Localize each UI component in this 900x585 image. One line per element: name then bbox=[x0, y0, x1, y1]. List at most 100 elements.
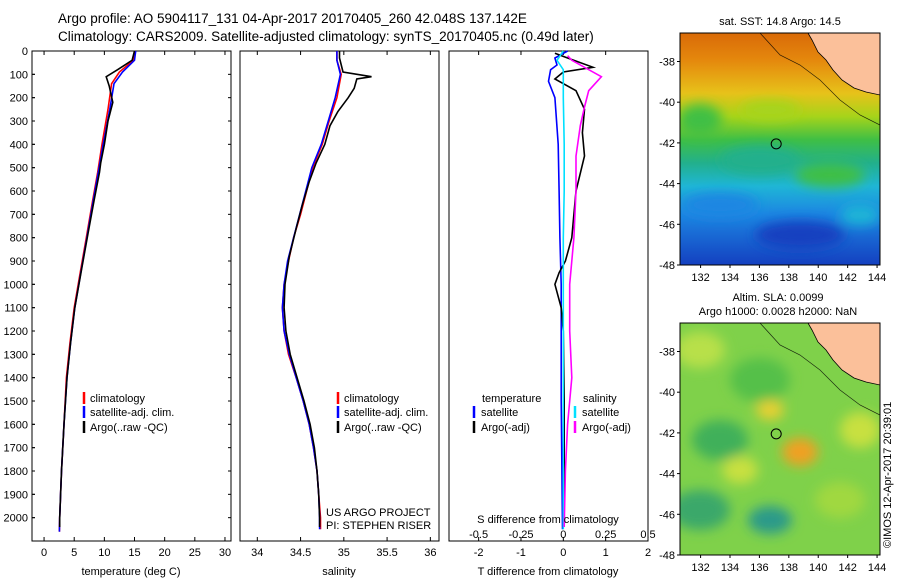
longitude-tick-label: 134 bbox=[721, 272, 739, 284]
depth-tick-label: 1600 bbox=[4, 419, 28, 431]
legend-label-argo: Argo(..raw -QC) bbox=[344, 422, 422, 434]
depth-tick-label: 1400 bbox=[4, 373, 28, 385]
latitude-tick-label: -46 bbox=[659, 509, 675, 521]
temperature-lines bbox=[58, 50, 137, 532]
sst-map-image bbox=[680, 33, 880, 265]
difference-axes-frame bbox=[448, 50, 649, 542]
difference-legend: temperature satellite Argo(-adj) salinit… bbox=[472, 393, 631, 434]
longitude-tick-label: 132 bbox=[691, 272, 709, 284]
latitude-tick-label: -40 bbox=[659, 97, 675, 109]
argo-position-marker bbox=[770, 428, 782, 440]
depth-tick-label: 400 bbox=[10, 139, 28, 151]
s-difference-x-label: S difference from climatology bbox=[477, 514, 619, 526]
sst-map-panel: sat. SST: 14.8 Argo: 14.5 132 134 136 138 14… bbox=[659, 16, 886, 284]
salinity-lines bbox=[281, 51, 372, 530]
longitude-tick-label: 144 bbox=[868, 562, 886, 574]
depth-tick-label: 700 bbox=[10, 209, 28, 221]
legend-title-salinity: salinity bbox=[583, 393, 617, 405]
sla-map-ticks: 132 134 136 138 140 142 144 -48 -46 -44 -42 -40 -38 bbox=[659, 346, 886, 574]
depth-tick-label: 1000 bbox=[4, 279, 28, 291]
figure-title-line1: Argo profile: AO 5904117_131 04-Apr-2017… bbox=[58, 11, 527, 26]
latitude-tick-label: -38 bbox=[659, 56, 675, 68]
depth-tick-label: 100 bbox=[10, 69, 28, 81]
sla-map-panel: Altim. SLA: 0.0099 Argo h1000: 0.0028 h2… bbox=[659, 292, 886, 574]
latitude-tick-label: -48 bbox=[659, 260, 675, 272]
imos-timestamp: ©IMOS 12-Apr-2017 20:39:01 bbox=[882, 402, 894, 548]
depth-tick-label: 500 bbox=[10, 163, 28, 175]
sst-map-title: sat. SST: 14.8 Argo: 14.5 bbox=[719, 16, 841, 28]
temperature-legend: climatology satellite-adj. clim. Argo(..… bbox=[82, 392, 174, 434]
longitude-tick-label: 136 bbox=[750, 562, 768, 574]
difference-lines bbox=[547, 50, 603, 530]
top-x-tick-label: -0.5 bbox=[469, 529, 488, 541]
depth-tick-label: 300 bbox=[10, 116, 28, 128]
temperature-x-ticks: 0 5 10 15 20 25 30 bbox=[41, 51, 231, 559]
longitude-tick-label: 138 bbox=[780, 272, 798, 284]
longitude-tick-label: 138 bbox=[780, 562, 798, 574]
legend-title-temperature: temperature bbox=[482, 393, 541, 405]
x-tick-label: 5 bbox=[71, 547, 77, 559]
latitude-tick-label: -40 bbox=[659, 387, 675, 399]
legend-label-climatology: climatology bbox=[90, 393, 146, 405]
depth-tick-label: 1100 bbox=[4, 303, 28, 315]
depth-tick-label: 1300 bbox=[4, 349, 28, 361]
legend-label-t-satellite: satellite bbox=[481, 407, 518, 419]
top-x-tick-label: 0.25 bbox=[595, 529, 616, 541]
x-tick-label: -1 bbox=[516, 547, 526, 559]
t-difference-x-label: T difference from climatology bbox=[478, 566, 619, 578]
longitude-tick-label: 144 bbox=[868, 272, 886, 284]
difference-panel: -2 -1 0 1 2 -0.5 -0.25 0 0.25 0.5 T difference f… bbox=[448, 50, 656, 578]
x-tick-label: 34.5 bbox=[290, 547, 311, 559]
land-mass bbox=[807, 323, 880, 386]
sla-map-title-line1: Altim. SLA: 0.0099 bbox=[732, 292, 823, 304]
salinity-axes-frame bbox=[239, 50, 440, 542]
series-line bbox=[283, 51, 372, 527]
longitude-tick-label: 142 bbox=[838, 272, 856, 284]
project-note: US ARGO PROJECT bbox=[326, 507, 431, 519]
sla-map-image bbox=[680, 323, 880, 555]
latitude-tick-label: -44 bbox=[659, 469, 675, 481]
x-tick-label: 35 bbox=[338, 547, 350, 559]
land-mass bbox=[807, 33, 880, 96]
latitude-tick-label: -42 bbox=[659, 138, 675, 150]
x-tick-label: 35.5 bbox=[376, 547, 397, 559]
latitude-tick-label: -46 bbox=[659, 219, 675, 231]
depth-tick-label: 2000 bbox=[4, 513, 28, 525]
x-tick-label: 1 bbox=[603, 547, 609, 559]
latitude-tick-label: -44 bbox=[659, 179, 675, 191]
argo-position-marker bbox=[770, 138, 782, 150]
legend-label-satellite: satellite-adj. clim. bbox=[90, 407, 174, 419]
x-tick-label: -2 bbox=[474, 547, 484, 559]
temperature-panel: 0100200300400500600700800900100011001200… bbox=[4, 46, 648, 578]
depth-tick-label: 200 bbox=[10, 93, 28, 105]
s-difference-x-ticks: -0.5 -0.25 0 0.25 0.5 bbox=[469, 529, 655, 541]
longitude-tick-label: 134 bbox=[721, 562, 739, 574]
latitude-tick-label: -38 bbox=[659, 346, 675, 358]
top-x-tick-label: 0 bbox=[560, 529, 566, 541]
depth-tick-label: 1900 bbox=[4, 489, 28, 501]
longitude-tick-label: 142 bbox=[838, 562, 856, 574]
top-x-tick-label: -0.25 bbox=[508, 529, 533, 541]
legend-label-s-satellite: satellite bbox=[582, 407, 619, 419]
x-tick-label: 20 bbox=[159, 547, 171, 559]
legend-label-argo: Argo(..raw -QC) bbox=[90, 422, 168, 434]
x-tick-label: 15 bbox=[128, 547, 140, 559]
depth-tick-label: 1200 bbox=[4, 326, 28, 338]
depth-tick-label: 0 bbox=[22, 46, 28, 58]
depth-tick-label: 800 bbox=[10, 233, 28, 245]
sst-map-ticks: 132 134 136 138 140 142 144 -48 -46 -44 -42 -40 -38 bbox=[659, 56, 886, 284]
salinity-panel: 34 34.5 35 35.5 36 salinity climatology sate… bbox=[239, 50, 440, 578]
legend-label-climatology: climatology bbox=[344, 393, 400, 405]
depth-tick-label: 1800 bbox=[4, 466, 28, 478]
x-tick-label: 25 bbox=[189, 547, 201, 559]
longitude-tick-label: 136 bbox=[750, 272, 768, 284]
series-line bbox=[563, 55, 603, 528]
depth-tick-label: 1500 bbox=[4, 396, 28, 408]
sst-map-frame bbox=[679, 32, 881, 266]
salinity-x-label: salinity bbox=[322, 566, 356, 578]
x-tick-label: 10 bbox=[98, 547, 110, 559]
legend-label-s-argo: Argo(-adj) bbox=[582, 422, 631, 434]
longitude-tick-label: 140 bbox=[809, 272, 827, 284]
depth-tick-label: 600 bbox=[10, 186, 28, 198]
